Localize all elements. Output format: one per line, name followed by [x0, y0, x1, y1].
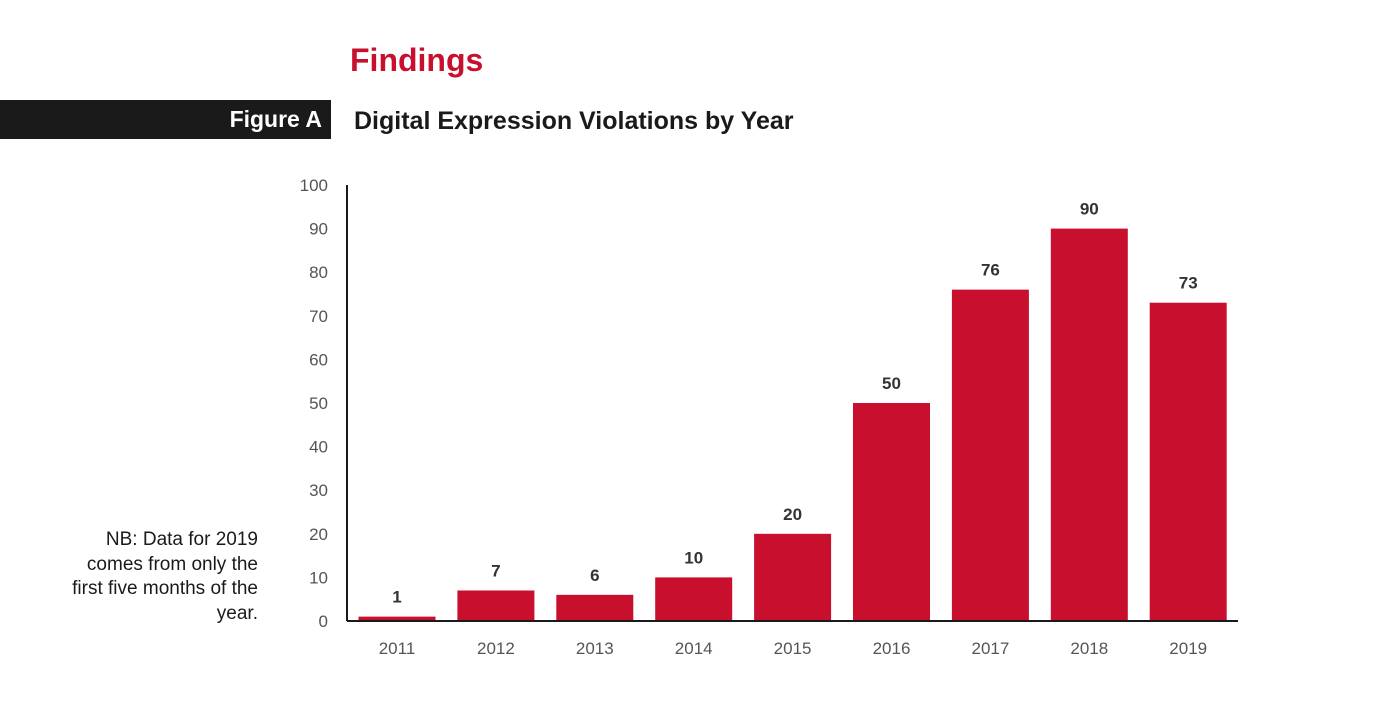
bar-2011 [358, 616, 436, 621]
value-label-2013: 6 [590, 566, 599, 585]
bar-2018 [1050, 228, 1128, 621]
x-tick-label-2014: 2014 [675, 639, 713, 658]
y-tick-label: 80 [309, 263, 328, 282]
bar-2016 [853, 403, 930, 621]
bar-2015 [754, 533, 832, 621]
section-title: Findings [350, 42, 484, 78]
x-tick-label-2012: 2012 [477, 639, 515, 658]
x-tick-label-2011: 2011 [379, 639, 416, 658]
value-label-2017: 76 [981, 261, 1000, 280]
x-axis-ticks: 2011 2012 2013 2014 2015 2016 2017 2018 2019 [379, 639, 1207, 658]
chart-title: Digital Expression Violations by Year [354, 107, 794, 135]
x-tick-label-2013: 2013 [576, 639, 614, 658]
data-note: NB: Data for 2019 comes from only the fi… [72, 529, 258, 624]
y-tick-label: 20 [309, 525, 328, 544]
bar-2012 [457, 590, 535, 621]
bar-2013 [556, 594, 634, 621]
y-tick-label: 10 [309, 568, 328, 587]
value-label-2015: 20 [783, 505, 802, 524]
value-label-2014: 10 [684, 548, 703, 567]
value-label-2016: 50 [882, 374, 901, 393]
y-tick-label: 0 [319, 612, 328, 631]
bars [358, 228, 1227, 621]
y-axis-ticks: 0 10 20 30 40 50 60 70 80 90 100 [300, 176, 328, 631]
bar-2019 [1149, 302, 1227, 621]
y-tick-label: 90 [309, 220, 328, 239]
x-tick-label-2017: 2017 [971, 639, 1009, 658]
bar-2014 [655, 577, 733, 621]
bar-2017 [951, 289, 1029, 621]
value-label-2012: 7 [491, 561, 500, 580]
y-tick-label: 100 [300, 176, 328, 195]
value-label-2018: 90 [1080, 200, 1099, 219]
figure-tag: Figure A [0, 100, 331, 139]
x-tick-label-2016: 2016 [873, 639, 911, 658]
value-label-2011: 1 [392, 588, 401, 607]
y-tick-label: 40 [309, 438, 328, 457]
x-tick-label-2018: 2018 [1070, 639, 1108, 658]
y-tick-label: 60 [309, 350, 328, 369]
value-label-2019: 73 [1179, 274, 1198, 293]
y-tick-label: 50 [309, 394, 328, 413]
x-tick-label-2015: 2015 [774, 639, 812, 658]
y-tick-label: 70 [309, 307, 328, 326]
y-tick-label: 30 [309, 481, 328, 500]
x-tick-label-2019: 2019 [1169, 639, 1207, 658]
